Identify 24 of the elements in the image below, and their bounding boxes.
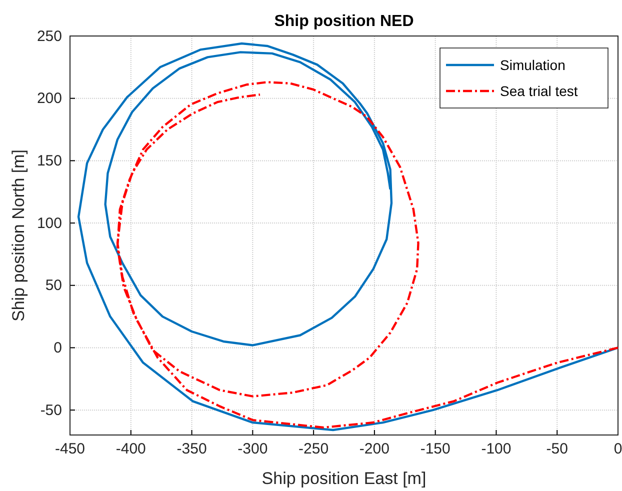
x-tick-label: -300 <box>238 440 268 458</box>
y-axis-title: Ship position North [m] <box>9 150 28 322</box>
x-axis-title: Ship position East [m] <box>262 469 426 488</box>
legend-label: Simulation <box>500 57 566 73</box>
x-tick-label: -350 <box>176 440 207 458</box>
line-series <box>116 81 620 429</box>
x-tick-label: 0 <box>614 440 622 458</box>
x-tick-label: -150 <box>420 440 450 458</box>
x-tick-label: -100 <box>481 440 512 458</box>
y-tick-label: 50 <box>45 277 62 294</box>
line-series <box>77 42 620 432</box>
y-tick-label: 150 <box>36 152 62 170</box>
x-tick-label: -400 <box>116 440 146 458</box>
x-tick-label: -50 <box>546 440 568 458</box>
y-tick-label: -50 <box>40 402 62 419</box>
y-tick-label: 100 <box>36 214 62 232</box>
x-tick-label: -200 <box>359 440 390 458</box>
x-tick-label: -450 <box>54 440 86 458</box>
y-tick-label: 250 <box>36 28 62 45</box>
chart-title: Ship position NED <box>274 13 414 30</box>
y-tick-label: 0 <box>54 340 62 357</box>
x-tick-label: -250 <box>298 440 329 458</box>
y-tick-label: 200 <box>36 90 62 108</box>
legend-label: Sea trial test <box>500 83 578 99</box>
